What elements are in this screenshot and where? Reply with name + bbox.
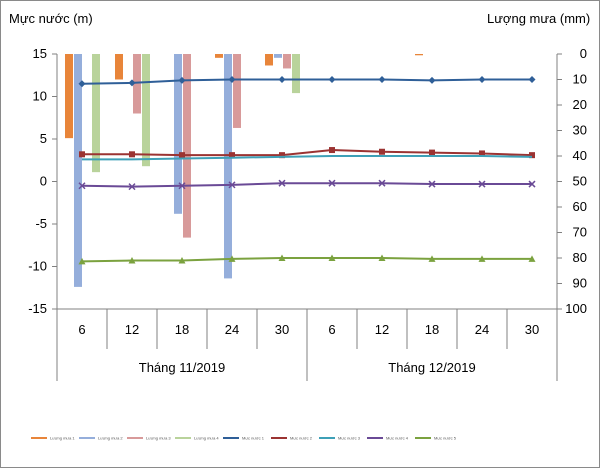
legend-label-4: Lượng mưa 4: [194, 436, 219, 441]
right-tick-label-0: 0: [580, 46, 587, 61]
x-tick-label-5: 30: [275, 322, 289, 337]
bar-level-2-4: [224, 54, 232, 278]
x-tick-label-8: 18: [425, 322, 439, 337]
left-tick-label-3: 0: [40, 174, 47, 189]
legend-label-3: Lượng mưa 3: [146, 436, 171, 441]
bar-level-2-1: [74, 54, 82, 287]
right-tick-label-2: 20: [573, 97, 587, 112]
bar-level-4-2: [142, 54, 150, 166]
left-axis-title: Mực nước (m): [9, 11, 93, 26]
line-series-4: [82, 183, 532, 186]
bar-level-3-5: [283, 54, 291, 68]
x-tick-label-10: 30: [525, 322, 539, 337]
bars: [65, 54, 423, 287]
right-tick-label-5: 50: [573, 174, 587, 189]
legend-label-5: Mực nước 1: [242, 436, 265, 441]
right-tick-label-1: 10: [573, 72, 587, 87]
point-2-3: [179, 152, 185, 158]
point-2-2: [129, 151, 135, 157]
x-tick-label-9: 24: [475, 322, 489, 337]
left-tick-label-0: 15: [33, 46, 47, 61]
bar-level-3-4: [233, 54, 241, 128]
legend-label-6: Mực nước 2: [290, 436, 313, 441]
group-label-1: Tháng 11/2019: [139, 360, 226, 375]
point-2-8: [429, 150, 435, 156]
bar-rain-1-1: [65, 54, 73, 138]
right-tick-label-9: 90: [573, 276, 587, 291]
group-label-2: Tháng 12/2019: [388, 360, 475, 375]
bar-rain-1-5: [265, 54, 273, 65]
x-tick-label-7: 12: [375, 322, 389, 337]
x-tick-label-3: 18: [175, 322, 189, 337]
bar-level-2-3: [174, 54, 182, 214]
point-1-10: [529, 76, 536, 83]
left-tick-label-1: 10: [33, 89, 47, 104]
point-1-8: [429, 77, 436, 84]
legend: Lượng mưa 1 Lượng mưa 2 Lượng mưa 3 Lượng m…: [31, 436, 457, 441]
right-tick-label-8: 80: [573, 250, 587, 265]
point-1-9: [479, 76, 486, 83]
point-1-6: [329, 76, 336, 83]
point-1-5: [279, 76, 286, 83]
right-tick-label-10: 100: [565, 301, 587, 316]
right-axis-title: Lượng mưa (mm): [487, 11, 590, 26]
point-2-7: [379, 149, 385, 155]
legend-label-8: Mực nước 4: [386, 436, 409, 441]
right-tick-label-6: 60: [573, 199, 587, 214]
x-tick-label-4: 24: [225, 322, 239, 337]
bar-rain-1-4: [215, 54, 223, 58]
left-tick-label-4: -5: [35, 216, 47, 231]
point-1-7: [379, 76, 386, 83]
left-tick-label-2: 5: [40, 131, 47, 146]
legend-label-1: Lượng mưa 1: [50, 436, 75, 441]
right-tick-label-4: 40: [573, 148, 587, 163]
point-2-1: [79, 151, 85, 157]
left-tick-label-6: -15: [28, 301, 47, 316]
x-tick-label-2: 12: [125, 322, 139, 337]
legend-label-9: Mực nước 5: [434, 436, 457, 441]
left-tick-label-5: -10: [28, 259, 47, 274]
bar-level-4-5: [292, 54, 300, 93]
bar-rain-1-8: [415, 54, 423, 55]
legend-label-2: Lượng mưa 2: [98, 436, 123, 441]
right-tick-label-7: 70: [573, 225, 587, 240]
legend-label-7: Mực nước 3: [338, 436, 361, 441]
bar-rain-1-2: [115, 54, 123, 80]
point-2-6: [329, 147, 335, 153]
bar-rain-2-5: [274, 54, 282, 58]
right-tick-label-3: 30: [573, 123, 587, 138]
x-tick-label-1: 6: [78, 322, 85, 337]
x-tick-label-6: 6: [328, 322, 335, 337]
line-series-5: [82, 258, 532, 261]
